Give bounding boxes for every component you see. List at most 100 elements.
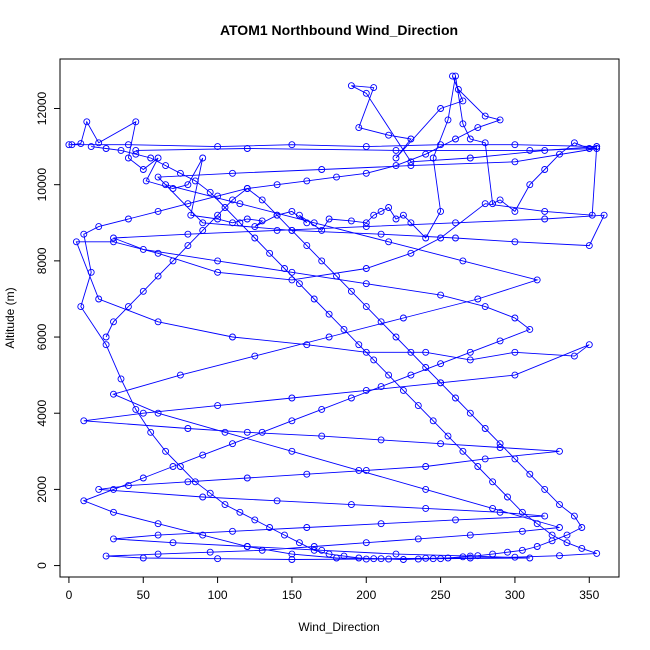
data-point [295,280,303,288]
data-point [132,146,140,154]
series-line [68,75,597,560]
data-point [80,417,88,425]
data-point [199,493,207,501]
data-point [454,86,462,93]
data-point [496,337,504,345]
data-point [303,177,311,185]
data-point [414,402,422,410]
data-point [362,223,370,231]
data-point [407,348,415,356]
data-point [585,341,593,349]
x-axis-label: Wind_Direction [298,620,379,634]
data-point [362,348,370,356]
data-point [399,314,407,322]
data-point [214,257,222,265]
data-point [310,543,318,550]
data-point [176,169,184,177]
data-point [362,280,370,288]
data-point [496,444,504,451]
data-point [347,82,355,90]
data-point [303,470,311,478]
data-point [511,207,519,215]
data-point [154,409,162,417]
data-point [221,204,229,211]
data-point [310,219,318,227]
data-point [162,181,170,189]
data-point [273,181,281,189]
data-point [139,245,147,253]
data-point [117,146,125,154]
data-point [459,447,467,455]
data-point [422,504,430,512]
data-point [585,242,593,250]
data-point [229,527,236,535]
data-point [333,554,340,562]
data-point [362,555,370,563]
x-tick-label: 300 [505,588,525,602]
data-point [199,154,207,162]
data-point [243,428,251,436]
data-point [466,531,474,539]
data-point [199,219,207,227]
data-point [511,314,519,322]
data-point [236,219,244,227]
data-point [102,333,110,341]
data-point [526,554,534,562]
data-point [511,371,519,379]
data-point [124,303,132,311]
data-point [362,303,370,311]
data-point [77,140,85,148]
data-point [184,478,192,486]
data-point [422,234,430,242]
data-point [392,162,400,170]
data-point [214,211,222,219]
data-point [310,295,318,303]
data-point [154,318,162,326]
data-point [110,238,117,246]
data-point [206,548,214,556]
x-tick-label: 0 [66,588,73,602]
data-point [266,524,274,531]
data-point [169,539,177,547]
data-point [422,554,430,562]
data-point [221,501,229,509]
data-point [333,173,340,181]
data-point [132,150,140,158]
data-point [437,379,445,387]
data-point [80,497,88,505]
data-point [474,295,482,303]
data-point [588,211,596,219]
data-point [541,215,549,223]
data-point [459,97,467,105]
data-point [243,145,251,152]
data-point [169,257,177,265]
data-point [87,143,95,151]
data-point [556,447,563,455]
data-point [355,124,363,132]
data-point [541,166,549,173]
data-point [570,352,578,360]
data-point [533,276,541,284]
data-point [399,556,407,563]
data-point [518,508,526,516]
data-point [511,348,519,356]
data-point [533,520,541,528]
data-point [184,425,192,432]
data-point [214,555,222,563]
data-point [459,257,467,265]
data-point [481,139,489,147]
data-point [191,478,199,486]
data-point [570,512,578,520]
data-point [466,348,474,356]
series-1 [68,72,601,563]
data-point [132,118,140,126]
data-point [83,118,91,126]
data-point [496,440,504,448]
plot-area [65,72,608,563]
data-point [258,428,266,436]
data-point [459,553,467,561]
data-point [184,181,192,189]
data-point [377,520,385,528]
data-point [407,158,415,166]
